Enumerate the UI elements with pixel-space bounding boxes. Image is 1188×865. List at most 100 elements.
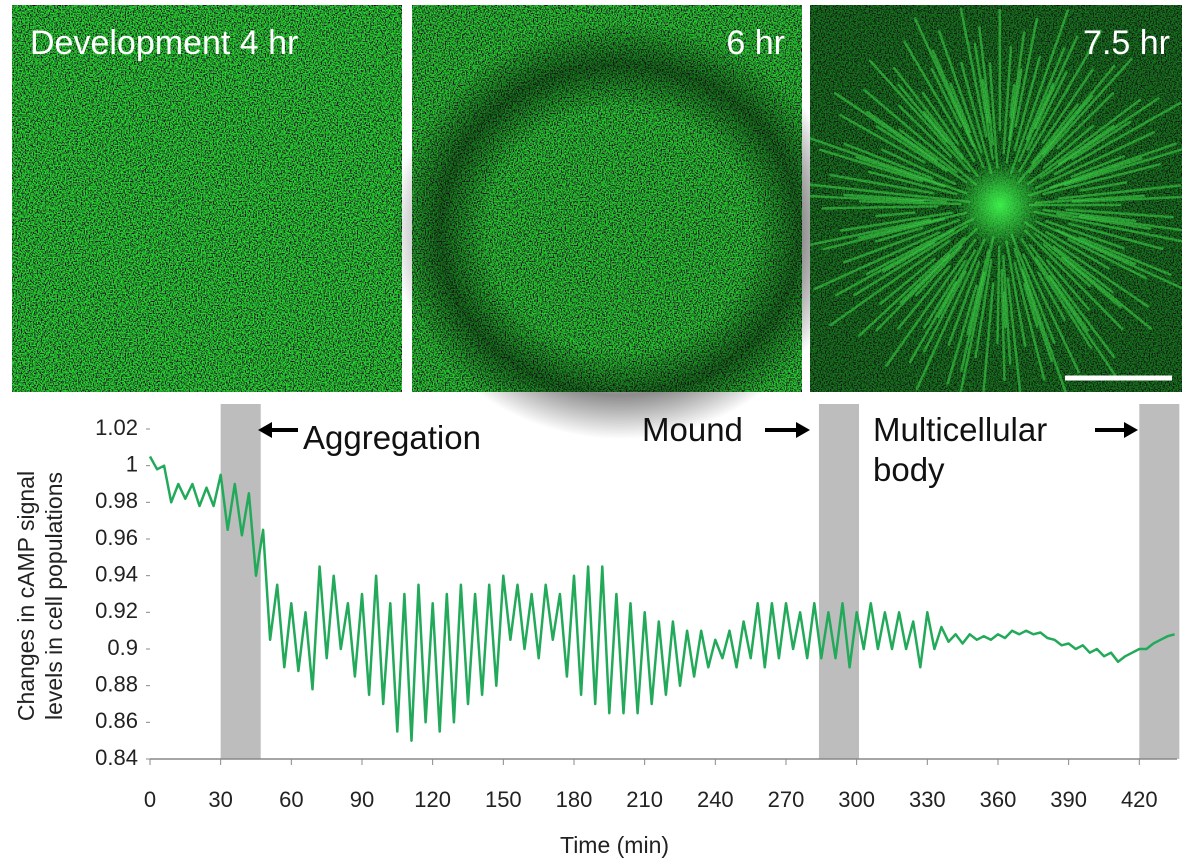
annotation: Aggregation [303, 419, 481, 456]
x-tick-label: 300 [838, 787, 875, 812]
streak [875, 227, 978, 332]
x-tick-label: 240 [697, 787, 734, 812]
streak [1013, 247, 1053, 362]
streak [1057, 184, 1182, 200]
micrograph-2 [380, 5, 860, 450]
shaded-region [220, 404, 261, 759]
streak [1067, 238, 1148, 280]
streak [922, 270, 967, 353]
streak [1021, 268, 1067, 392]
streak [960, 271, 986, 372]
streak [1033, 232, 1153, 330]
streak [1022, 253, 1081, 374]
streak [1026, 71, 1068, 151]
streak [1057, 124, 1115, 166]
streak [1025, 47, 1066, 141]
streak [858, 236, 967, 337]
y-tick-label: 0.98 [95, 488, 138, 513]
streak [1045, 219, 1125, 250]
streak [921, 91, 960, 146]
streak [898, 128, 958, 174]
streak [1042, 94, 1094, 156]
streak [937, 30, 983, 154]
panel-label: 7.5 hr [1083, 24, 1170, 62]
x-tick-label: 390 [1050, 787, 1087, 812]
y-tick-label: 0.88 [95, 671, 138, 696]
streak [923, 259, 967, 329]
streak [1037, 271, 1067, 322]
streak [1028, 157, 1143, 197]
streak [881, 148, 956, 186]
streak [1018, 29, 1103, 173]
streak [862, 88, 977, 186]
streak [882, 241, 936, 273]
streak [1009, 9, 1070, 175]
streak [959, 236, 995, 392]
streak [1002, 46, 1013, 155]
streak [821, 204, 939, 210]
streak [874, 226, 924, 243]
streak [1068, 222, 1164, 251]
streak [865, 217, 975, 276]
streak [1041, 68, 1094, 144]
streak [898, 104, 953, 158]
streak [1063, 148, 1182, 187]
panel-label: 6 hr [726, 24, 785, 62]
micrograph-1 [12, 5, 402, 392]
streak [930, 67, 962, 128]
streak [1024, 221, 1149, 308]
streak [936, 249, 977, 319]
streak [903, 40, 976, 163]
y-tick-label: 1.02 [95, 415, 138, 440]
streak [966, 249, 990, 336]
streak [875, 125, 948, 172]
streak [834, 229, 955, 297]
streak [931, 49, 985, 168]
y-tick-label: 0.84 [95, 745, 138, 770]
streak [1061, 256, 1122, 309]
streak [960, 61, 993, 175]
streak [1078, 214, 1182, 232]
streak [1048, 275, 1089, 332]
x-axis-label: Time (min) [560, 832, 670, 858]
streak [819, 148, 923, 183]
streak [1034, 194, 1145, 204]
x-tick-label: 210 [626, 787, 663, 812]
streak [1079, 181, 1128, 192]
streak [857, 211, 968, 240]
streak [1026, 98, 1142, 186]
panel-label: Development 4 hr [30, 24, 298, 62]
x-tick-label: 30 [208, 787, 232, 812]
streak [1042, 163, 1162, 196]
y-tick-label: 0.92 [95, 598, 138, 623]
micrograph-3 [810, 5, 1182, 392]
streak [1023, 283, 1039, 328]
streak [1071, 120, 1132, 161]
x-tick-label: 330 [909, 787, 946, 812]
streak [897, 83, 948, 143]
streak [996, 245, 1001, 345]
streak [1042, 208, 1137, 223]
streak [843, 193, 948, 203]
streak [1007, 31, 1026, 141]
x-tick-label: 0 [144, 787, 156, 812]
streak [1034, 256, 1117, 377]
streak [1045, 230, 1111, 270]
streak [810, 194, 925, 203]
shaded-region [1139, 404, 1180, 759]
x-tick-label: 270 [768, 787, 805, 812]
y-tick-label: 0.96 [95, 525, 138, 550]
streak [810, 183, 971, 203]
streak [1071, 195, 1182, 204]
streak [1005, 68, 1023, 164]
streak [843, 142, 934, 180]
y-axis-label: Changes in cAMP signal levels in cell po… [13, 470, 67, 722]
streak [879, 257, 936, 305]
streak [915, 238, 986, 391]
streak [978, 25, 995, 146]
streak [908, 280, 958, 364]
streak [946, 284, 978, 385]
streak [810, 136, 968, 195]
